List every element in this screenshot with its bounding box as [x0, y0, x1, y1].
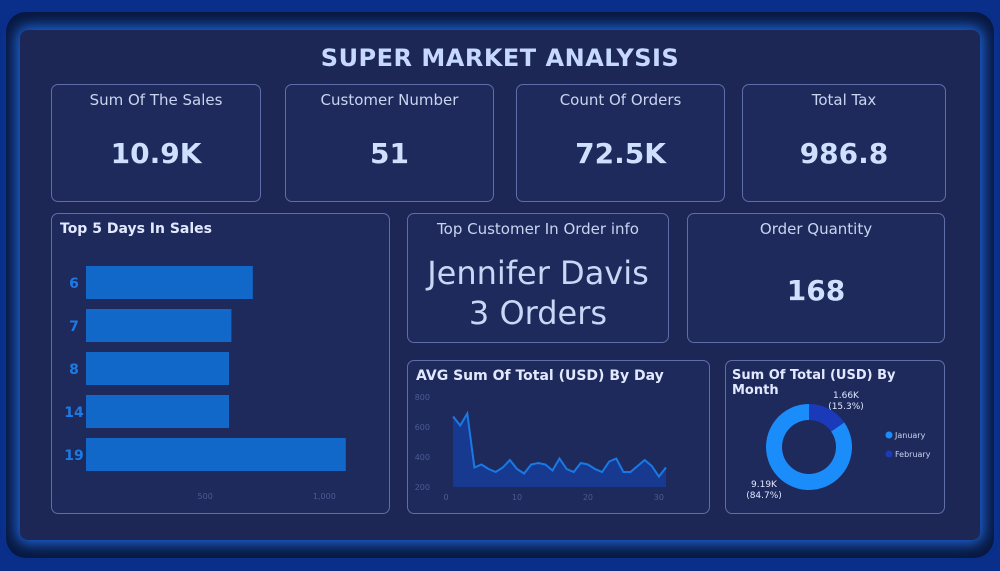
bar: [86, 266, 253, 299]
x-tick-label: 10: [512, 493, 522, 502]
legend-label: January: [894, 431, 926, 440]
kpi-label: Customer Number: [320, 91, 459, 109]
series-line: [452, 410, 667, 479]
chart-title: AVG Sum Of Total (USD) By Day: [416, 368, 664, 384]
top-customer-orders: 3 Orders: [468, 294, 608, 332]
donut-slice: [809, 404, 845, 432]
category-label: 14: [64, 405, 84, 421]
data-label: (15.3%): [828, 402, 864, 412]
bar: [86, 395, 229, 428]
kpi-card-customers[interactable]: Customer Number 51: [285, 84, 494, 202]
bar: [86, 438, 346, 471]
kpi-value: 51: [370, 137, 409, 170]
bar: [86, 352, 229, 385]
dashboard-title: SUPER MARKET ANALYSIS: [320, 44, 680, 72]
top-customer-label: Top Customer In Order info: [437, 220, 639, 238]
data-label: (84.7%): [746, 491, 782, 501]
category-label: 8: [69, 362, 79, 378]
order-quantity-label: Order Quantity: [759, 220, 873, 238]
kpi-value: 986.8: [799, 137, 889, 170]
kpi-card-sales[interactable]: Sum Of The Sales 10.9K: [51, 84, 261, 202]
area-chart: 200 400 600 800 0 10 20 30: [415, 393, 667, 502]
top-customer-card[interactable]: Top Customer In Order info Jennifer Davi…: [407, 213, 669, 343]
avg-by-day-chart-card[interactable]: AVG Sum Of Total (USD) By Day 200 400 600 8…: [407, 360, 710, 514]
y-tick-label: 600: [415, 423, 430, 432]
x-tick-label: 30: [654, 493, 664, 502]
bar: [86, 309, 232, 342]
kpi-value: 10.9K: [110, 137, 202, 170]
top-customer-name: Jennifer Davis: [427, 254, 649, 292]
x-tick-label: 1,000: [313, 492, 336, 501]
x-tick-label: 0: [443, 493, 448, 502]
top-days-chart-card[interactable]: Top 5 Days In Sales 6 7 8 14 19 500 1,000: [51, 213, 390, 514]
legend-swatch: [885, 450, 893, 458]
legend-label: February: [895, 450, 931, 459]
chart-title: Sum Of Total (USD) By Month: [732, 368, 896, 398]
order-quantity-value: 168: [786, 274, 846, 307]
legend-swatch: [885, 431, 893, 439]
data-label: 1.66K: [833, 391, 860, 401]
category-label: 6: [69, 276, 79, 292]
kpi-value: 72.5K: [575, 137, 666, 170]
kpi-label: Count Of Orders: [559, 91, 682, 109]
bar-chart: 6 7 8 14 19 500 1,000: [64, 266, 346, 501]
chart-title: Top 5 Days In Sales: [60, 221, 212, 237]
kpi-label: Sum Of The Sales: [89, 91, 223, 109]
kpi-card-tax[interactable]: Total Tax 986.8: [742, 84, 946, 202]
donut-slice: [766, 404, 852, 490]
x-tick-label: 500: [198, 492, 213, 501]
y-tick-label: 800: [415, 393, 430, 402]
y-tick-label: 200: [415, 483, 430, 492]
x-tick-label: 20: [583, 493, 593, 502]
order-quantity-card[interactable]: Order Quantity 168: [687, 213, 945, 343]
y-tick-label: 400: [415, 453, 430, 462]
area-fill: [453, 413, 666, 487]
category-label: 7: [69, 319, 79, 335]
by-month-chart-card[interactable]: Sum Of Total (USD) By Month 9.19K (84.7%)…: [725, 360, 945, 514]
donut-chart: 9.19K(84.7%) 1.66K(15.3%) January February: [746, 391, 931, 501]
category-label: 19: [64, 448, 83, 464]
kpi-label: Total Tax: [811, 91, 877, 109]
kpi-card-orders[interactable]: Count Of Orders 72.5K: [516, 84, 725, 202]
data-label: 9.19K: [751, 480, 778, 490]
